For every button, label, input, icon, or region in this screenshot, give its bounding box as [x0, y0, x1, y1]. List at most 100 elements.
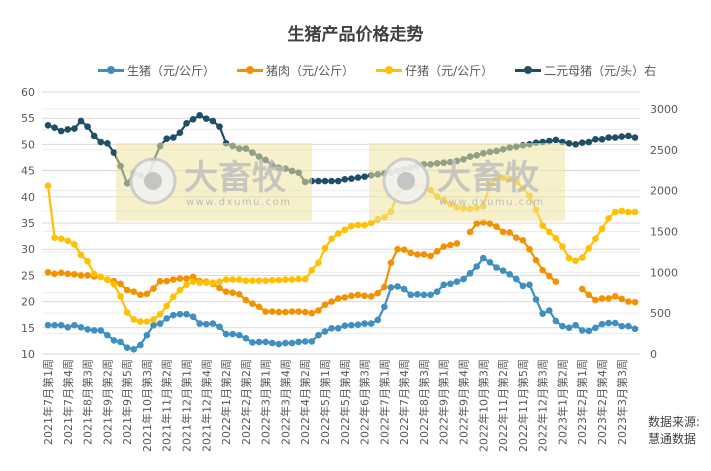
data-point-1: [301, 308, 309, 316]
data-point-0: [110, 337, 118, 344]
data-point-0: [605, 319, 612, 327]
data-point-3: [104, 140, 111, 147]
data-point-0: [592, 324, 599, 332]
data-point-2: [170, 293, 177, 301]
data-point-2: [341, 226, 349, 234]
data-point-0: [235, 331, 243, 339]
data-point-1: [512, 234, 520, 241]
y-left-tick-label: 20: [21, 296, 35, 309]
data-point-0: [453, 278, 461, 285]
data-point-1: [545, 272, 553, 280]
data-point-2: [592, 235, 599, 243]
data-point-1: [130, 288, 138, 295]
data-point-0: [104, 331, 111, 339]
data-point-0: [77, 323, 85, 331]
data-point-0: [209, 320, 217, 327]
legend-marker: [237, 66, 264, 74]
data-point-0: [321, 328, 329, 335]
data-point-2: [51, 234, 58, 241]
data-point-2: [361, 221, 368, 229]
data-point-2: [176, 286, 184, 294]
legend-label: 仔猪（元/公斤）: [405, 64, 494, 78]
x-tick-label: 2022年9月第4周: [457, 359, 471, 445]
data-point-2: [150, 316, 157, 323]
data-point-0: [255, 338, 263, 346]
x-tick-label: 2023年2月第1周: [575, 359, 589, 445]
data-point-1: [618, 295, 626, 303]
x-tick-label: 2022年6月第3周: [358, 359, 372, 445]
data-point-3: [315, 177, 322, 185]
data-point-2: [578, 254, 586, 261]
data-point-2: [235, 276, 243, 283]
data-source-note: 数据来源: 慧通数据: [648, 414, 700, 448]
data-point-3: [565, 140, 573, 147]
data-point-2: [137, 318, 144, 325]
data-point-1: [216, 284, 223, 292]
data-point-0: [473, 263, 481, 270]
data-point-2: [110, 281, 118, 288]
data-point-3: [57, 127, 65, 135]
data-point-0: [420, 291, 428, 299]
data-point-0: [618, 322, 626, 330]
data-point-2: [130, 316, 138, 323]
data-point-2: [229, 276, 236, 283]
y-left-tick-label: 10: [21, 348, 35, 361]
data-point-0: [51, 321, 58, 329]
data-point-2: [268, 276, 276, 284]
data-point-2: [301, 275, 309, 283]
data-point-0: [156, 320, 164, 327]
data-point-3: [77, 117, 85, 125]
y-left-tick-label: 30: [21, 243, 35, 256]
data-point-2: [57, 235, 65, 243]
data-point-0: [480, 254, 487, 262]
data-point-1: [189, 273, 197, 281]
data-point-2: [625, 208, 632, 216]
data-point-1: [235, 290, 243, 298]
x-tick-label: 2022年4月第2周: [298, 359, 312, 445]
data-point-2: [539, 222, 546, 229]
x-tick-label: 2022年11月第2周: [496, 359, 510, 452]
data-point-0: [585, 327, 593, 335]
x-tick-label: 2022年12月第3周: [536, 359, 550, 452]
data-point-0: [493, 264, 500, 271]
data-point-0: [189, 313, 197, 321]
legend-marker: [98, 66, 124, 74]
data-point-1: [519, 236, 527, 244]
data-point-1: [400, 246, 408, 254]
data-point-0: [539, 310, 546, 317]
data-point-0: [499, 267, 507, 274]
data-point-1: [84, 272, 91, 279]
data-point-2: [249, 277, 256, 284]
x-tick-label: 2022年9月第1周: [437, 359, 451, 445]
data-point-3: [348, 175, 355, 182]
data-point-2: [77, 251, 85, 259]
data-point-0: [71, 321, 78, 329]
data-point-1: [473, 220, 481, 227]
data-point-3: [585, 138, 593, 146]
data-point-1: [361, 292, 368, 300]
y-left-tick-label: 50: [21, 138, 35, 151]
y-left-tick-label: 15: [21, 322, 35, 335]
data-point-0: [381, 303, 388, 311]
x-tick-label: 2022年8月第3周: [417, 359, 431, 445]
data-point-3: [196, 111, 203, 119]
x-tick-label: 2021年8月第3周: [81, 359, 95, 445]
data-point-3: [84, 123, 91, 130]
y-right-tick-label: 0: [650, 348, 657, 361]
data-point-0: [176, 310, 184, 318]
data-point-0: [631, 325, 639, 333]
x-tick-label: 2021年9月第5周: [120, 359, 134, 445]
x-tick-label: 2021年10月第3周: [140, 359, 154, 452]
x-tick-label: 2022年10月第3周: [476, 359, 490, 452]
data-point-1: [143, 290, 151, 298]
data-point-1: [170, 276, 177, 283]
data-point-2: [242, 277, 250, 284]
data-point-2: [545, 228, 553, 236]
legend-marker: [515, 66, 542, 74]
data-point-0: [625, 322, 632, 330]
legend-dot-icon: [246, 66, 255, 74]
data-point-3: [97, 138, 105, 146]
y-right-tick-label: 500: [650, 307, 671, 320]
x-tick-label: 2021年7月第1周: [41, 359, 55, 445]
data-point-3: [605, 134, 612, 141]
